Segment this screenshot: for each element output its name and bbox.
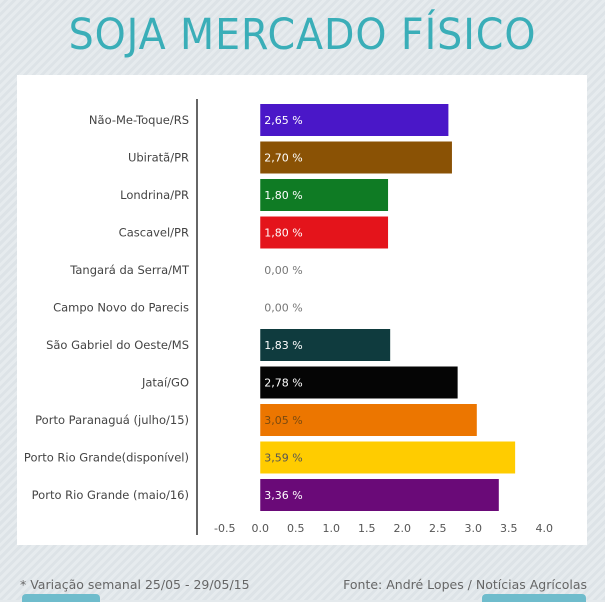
x-tick-label: 4.0 — [536, 522, 554, 535]
bar-value-label: 3,36 % — [264, 489, 302, 502]
bar — [260, 479, 499, 511]
category-label: Londrina/PR — [120, 188, 189, 202]
category-label: São Gabriel do Oeste/MS — [46, 338, 189, 352]
x-tick-label: 2.0 — [394, 522, 412, 535]
x-tick-label: 1.5 — [358, 522, 376, 535]
category-label: Porto Rio Grande(disponível) — [24, 451, 189, 465]
category-label: Não-Me-Toque/RS — [89, 113, 189, 127]
category-label: Tangará da Serra/MT — [69, 263, 190, 277]
x-tick-label: 3.5 — [500, 522, 518, 535]
bar-value-label: 1,80 % — [264, 189, 302, 202]
bar — [260, 179, 389, 211]
bar-value-label: 2,78 % — [264, 377, 302, 390]
bar — [260, 366, 458, 399]
page-title: SOJA MERCADO FÍSICO — [68, 10, 537, 60]
x-tick-label: 0.0 — [252, 522, 270, 535]
category-label: Cascavel/PR — [119, 226, 189, 240]
bar — [260, 216, 389, 249]
bar-value-label: 1,80 % — [264, 227, 302, 240]
footer-tab-right — [482, 594, 586, 602]
bar-value-label: 2,70 % — [264, 152, 302, 165]
category-label: Porto Rio Grande (maio/16) — [32, 488, 189, 502]
category-label: Jataí/GO — [141, 376, 189, 390]
bar-value-label: 3,05 % — [264, 414, 302, 427]
x-tick-label: 3.0 — [465, 522, 483, 535]
bar-chart: Não-Me-Toque/RS Ubiratã/PR Londrina/PR Casc… — [24, 99, 554, 535]
category-label: Ubiratã/PR — [128, 151, 189, 165]
x-tick-label: 2.5 — [429, 522, 447, 535]
bar-value-label: 2,65 % — [264, 114, 302, 127]
x-tick-label: 1.0 — [323, 522, 341, 535]
bar — [260, 404, 477, 436]
category-label: Campo Novo do Parecis — [53, 301, 189, 315]
bar-value-label: 3,59 % — [264, 452, 302, 465]
bar-value-label: 0,00 % — [264, 264, 302, 277]
footnote: * Variação semanal 25/05 - 29/05/15 — [20, 577, 250, 592]
x-tick-label: -0.5 — [214, 522, 235, 535]
source-credit: Fonte: André Lopes / Notícias Agrícolas — [343, 577, 587, 592]
bar — [260, 441, 516, 474]
bar-value-label: 0,00 % — [264, 302, 302, 315]
category-label: Porto Paranaguá (julho/15) — [35, 413, 189, 427]
chart-panel: Não-Me-Toque/RS Ubiratã/PR Londrina/PR Casc… — [17, 75, 587, 545]
bar — [260, 104, 449, 136]
bar-value-label: 1,83 % — [264, 339, 302, 352]
bar — [260, 141, 452, 174]
x-tick-label: 0.5 — [287, 522, 305, 535]
footer-tab-left — [22, 594, 100, 602]
bar — [260, 329, 391, 361]
